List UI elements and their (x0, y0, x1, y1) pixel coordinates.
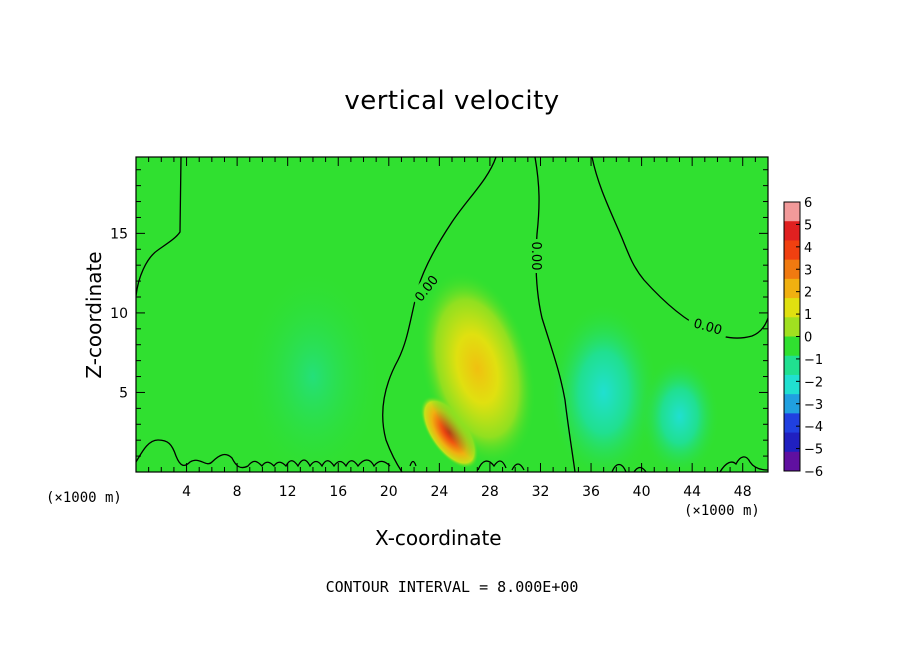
x-tick-label: 28 (481, 484, 499, 500)
y-tick-label: 5 (119, 385, 128, 401)
y-axis-label: Z-coordinate (82, 251, 106, 379)
colorbar-swatch (784, 278, 800, 299)
colorbar-swatch (784, 336, 800, 357)
x-tick-label: 32 (532, 484, 550, 500)
colorbar-swatch (784, 221, 800, 241)
colorbar-label: −2 (804, 375, 823, 390)
x-tick-label: 20 (380, 484, 398, 500)
field-downdraft (639, 356, 720, 472)
colorbar-label: 6 (804, 196, 812, 211)
colorbar-swatch (784, 298, 800, 318)
colorbar-swatch (784, 240, 800, 261)
chart-title: vertical velocity (344, 86, 560, 116)
x-tick-label: 24 (430, 484, 448, 500)
x-axis: 4 8 12 16 20 24 28 32 36 40 44 48 (148, 157, 756, 500)
colorbar-swatch (784, 451, 800, 472)
colorbar-label: −3 (804, 398, 823, 413)
colorbar-swatch (784, 355, 800, 376)
colorbar-label: 1 (804, 308, 812, 323)
colorbar-swatch (784, 202, 800, 222)
contour-line-right (591, 157, 768, 339)
x-tick-label: 40 (633, 484, 651, 500)
contour-line-center-left (382, 157, 497, 472)
colorbar-label: −5 (804, 443, 823, 458)
plot-area: 0.00 0.00 0.00 (135, 156, 769, 473)
x-tick-label: 36 (582, 484, 600, 500)
contour-line-center-right (534, 157, 576, 472)
field-downdraft (548, 302, 659, 472)
x-axis-label: X-coordinate (375, 526, 502, 550)
colorbar-label: 3 (804, 263, 812, 278)
contour-line-bottom (136, 439, 768, 472)
contour-line-left-top (136, 157, 182, 297)
colorbar-label: −6 (804, 465, 823, 480)
colorbar-label: 4 (804, 241, 812, 256)
y-tick-label: 10 (110, 306, 128, 322)
colorbar-label: −1 (804, 353, 823, 368)
x-tick-label: 16 (329, 484, 347, 500)
colorbar-swatch (784, 432, 800, 453)
x-unit-label-right: (×1000 m) (684, 503, 760, 519)
colorbar-swatch (784, 259, 800, 280)
colorbar-swatch (784, 394, 800, 414)
colorbar-label: 0 (804, 331, 812, 346)
colorbar-label: 2 (804, 286, 812, 301)
x-tick-label: 8 (233, 484, 242, 500)
colorbar-swatch (784, 374, 800, 395)
x-tick-label: 48 (734, 484, 752, 500)
contour-interval-text: CONTOUR INTERVAL = 8.000E+00 (325, 578, 579, 596)
x-unit-label-left: (×1000 m) (46, 490, 122, 506)
x-tick-label: 4 (182, 484, 191, 500)
x-tick-label: 44 (683, 484, 701, 500)
colorbar-swatch (784, 413, 800, 434)
colorbar: 6 5 4 3 2 1 0 −1 −2 −3 −4 −5 −6 (783, 196, 823, 480)
contour-label: 0.00 (528, 242, 543, 271)
colorbar-label: −4 (804, 420, 823, 435)
x-tick-label: 12 (279, 484, 297, 500)
colorbar-swatch (784, 317, 800, 337)
field-updraft (418, 270, 536, 467)
field-downdraft (242, 266, 383, 472)
contour-lines (136, 157, 768, 472)
colorbar-label: 5 (804, 218, 812, 233)
y-axis: 5 10 15 (110, 169, 768, 457)
y-tick-label: 15 (110, 226, 128, 242)
